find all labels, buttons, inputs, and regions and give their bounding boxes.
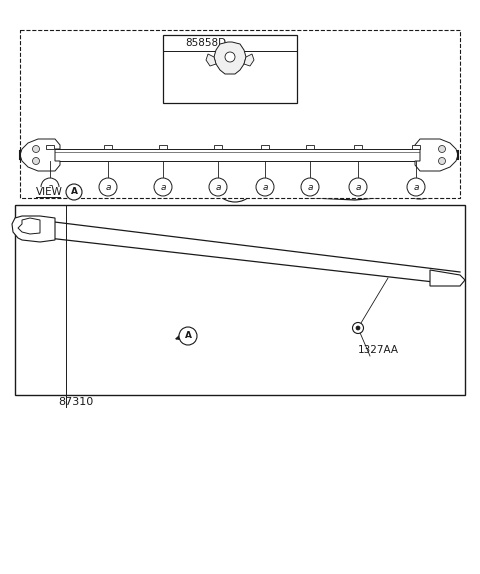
Bar xyxy=(15,205,465,395)
Text: a: a xyxy=(355,183,361,192)
Polygon shape xyxy=(12,216,55,242)
Polygon shape xyxy=(214,42,246,74)
Circle shape xyxy=(301,178,319,196)
Bar xyxy=(46,145,54,149)
Text: 85858D: 85858D xyxy=(185,38,226,48)
Text: a: a xyxy=(262,183,268,192)
Bar xyxy=(159,145,167,149)
Circle shape xyxy=(33,157,39,165)
Bar xyxy=(20,30,460,198)
Circle shape xyxy=(349,178,367,196)
Circle shape xyxy=(356,326,360,330)
Polygon shape xyxy=(430,270,465,286)
Polygon shape xyxy=(20,139,60,171)
Circle shape xyxy=(41,178,59,196)
Bar xyxy=(354,145,362,149)
Circle shape xyxy=(439,157,445,165)
Text: a: a xyxy=(105,183,111,192)
Text: A: A xyxy=(184,332,192,340)
Bar xyxy=(412,145,420,149)
Circle shape xyxy=(225,52,235,62)
Circle shape xyxy=(256,178,274,196)
Circle shape xyxy=(209,178,227,196)
Circle shape xyxy=(439,145,445,153)
Polygon shape xyxy=(244,54,254,66)
Circle shape xyxy=(407,178,425,196)
Text: 87310: 87310 xyxy=(58,397,93,407)
Text: a: a xyxy=(170,38,176,48)
Bar xyxy=(214,145,222,149)
Text: a: a xyxy=(47,183,53,192)
Circle shape xyxy=(154,178,172,196)
Circle shape xyxy=(179,327,197,345)
Circle shape xyxy=(33,145,39,153)
Bar xyxy=(306,145,314,149)
Text: VIEW: VIEW xyxy=(36,187,63,197)
Text: A: A xyxy=(71,188,77,196)
Polygon shape xyxy=(206,54,216,66)
Text: a: a xyxy=(160,183,166,192)
Text: 1327AA: 1327AA xyxy=(358,345,399,355)
Bar xyxy=(104,145,112,149)
Circle shape xyxy=(99,178,117,196)
Circle shape xyxy=(166,36,180,50)
Text: a: a xyxy=(307,183,313,192)
Text: a: a xyxy=(413,183,419,192)
Bar xyxy=(261,145,269,149)
Circle shape xyxy=(66,184,82,200)
Text: a: a xyxy=(215,183,221,192)
Polygon shape xyxy=(415,139,458,171)
Circle shape xyxy=(352,323,363,333)
Bar xyxy=(163,35,297,103)
Polygon shape xyxy=(18,218,40,234)
